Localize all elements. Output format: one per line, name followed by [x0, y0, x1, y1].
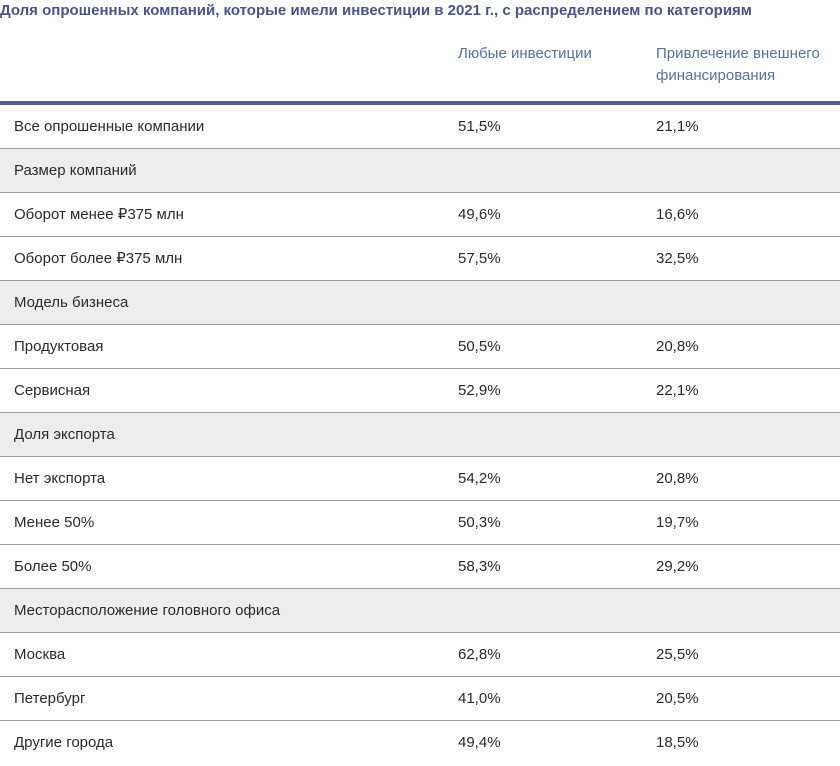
row-label: Менее 50%: [14, 514, 95, 531]
any-investment-value: 51,5%: [458, 118, 501, 135]
column-header-any-investment: Любые инвестиции: [458, 45, 592, 62]
any-investment-value: 50,5%: [458, 338, 501, 355]
column-header-external-financing: Привлечение внешнего финансирования: [656, 45, 820, 84]
category-label: Доля экспорта: [14, 426, 115, 443]
external-financing-value: 20,8%: [656, 470, 699, 487]
any-investment-value: 49,4%: [458, 734, 501, 751]
row-label: Продуктовая: [14, 338, 104, 355]
external-financing-value: 25,5%: [656, 646, 699, 663]
external-financing-value: 32,5%: [656, 250, 699, 267]
row-label: Москва: [14, 646, 66, 663]
table-row: Оборот более ₽375 млн 57,5% 32,5%: [0, 237, 840, 281]
external-financing-value: 20,5%: [656, 690, 699, 707]
external-financing-value: 20,8%: [656, 338, 699, 355]
category-label: Размер компаний: [14, 162, 137, 179]
row-label: Оборот менее ₽375 млн: [14, 206, 184, 223]
external-financing-value: 21,1%: [656, 118, 699, 135]
any-investment-value: 57,5%: [458, 250, 501, 267]
table-row: Другие города 49,4% 18,5%: [0, 721, 840, 764]
external-financing-value: 16,6%: [656, 206, 699, 223]
external-financing-value: 19,7%: [656, 514, 699, 531]
category-row: Модель бизнеса: [0, 281, 840, 325]
category-row: Размер компаний: [0, 149, 840, 193]
row-label: Более 50%: [14, 558, 92, 575]
external-financing-value: 22,1%: [656, 382, 699, 399]
table-row: Нет экспорта 54,2% 20,8%: [0, 457, 840, 501]
table-header: Любые инвестиции Привлечение внешнего фи…: [0, 22, 840, 102]
category-label: Модель бизнеса: [14, 294, 129, 311]
any-investment-value: 62,8%: [458, 646, 501, 663]
row-label: Нет экспорта: [14, 470, 106, 487]
table-title: Доля опрошенных компаний, которые имели …: [0, 2, 752, 19]
table-row: Оборот менее ₽375 млн 49,6% 16,6%: [0, 193, 840, 237]
any-investment-value: 50,3%: [458, 514, 501, 531]
table-row: Продуктовая 50,5% 20,8%: [0, 325, 840, 369]
category-row: Месторасположение головного офиса: [0, 589, 840, 633]
table-body: Все опрошенные компании 51,5% 21,1% Разм…: [0, 105, 840, 764]
row-label: Петербург: [14, 690, 86, 707]
category-label: Месторасположение головного офиса: [14, 602, 281, 619]
external-financing-value: 29,2%: [656, 558, 699, 575]
external-financing-value: 18,5%: [656, 734, 699, 751]
table-row: Петербург 41,0% 20,5%: [0, 677, 840, 721]
table-row: Менее 50% 50,3% 19,7%: [0, 501, 840, 545]
table-row: Сервисная 52,9% 22,1%: [0, 369, 840, 413]
row-label: Все опрошенные компании: [14, 118, 205, 135]
category-row: Доля экспорта: [0, 413, 840, 457]
row-label: Оборот более ₽375 млн: [14, 250, 183, 267]
any-investment-value: 58,3%: [458, 558, 501, 575]
any-investment-value: 49,6%: [458, 206, 501, 223]
row-label: Сервисная: [14, 382, 91, 399]
table-row: Более 50% 58,3% 29,2%: [0, 545, 840, 589]
table-row: Все опрошенные компании 51,5% 21,1%: [0, 105, 840, 149]
any-investment-value: 52,9%: [458, 382, 501, 399]
table-row: Москва 62,8% 25,5%: [0, 633, 840, 677]
any-investment-value: 41,0%: [458, 690, 501, 707]
any-investment-value: 54,2%: [458, 470, 501, 487]
row-label: Другие города: [14, 734, 114, 751]
header-divider: [0, 101, 840, 105]
